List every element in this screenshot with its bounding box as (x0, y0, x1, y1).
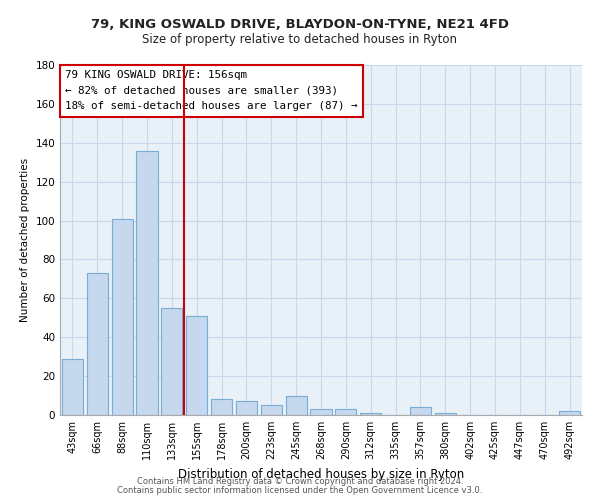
Bar (286, 396, 307, 415)
Bar (112, 218, 133, 415)
Bar (435, 413, 456, 415)
Bar (335, 409, 356, 415)
Bar (310, 409, 332, 415)
Bar (261, 406, 282, 415)
Text: 79 KING OSWALD DRIVE: 156sqm
← 82% of detached houses are smaller (393)
18% of s: 79 KING OSWALD DRIVE: 156sqm ← 82% of de… (65, 70, 358, 112)
Bar (62, 358, 83, 415)
Bar (186, 316, 207, 415)
Bar (360, 413, 381, 415)
Y-axis label: Number of detached properties: Number of detached properties (20, 158, 30, 322)
Bar (87, 273, 108, 415)
Text: Contains HM Land Registry data © Crown copyright and database right 2024.: Contains HM Land Registry data © Crown c… (137, 477, 463, 486)
Bar (410, 407, 431, 415)
Text: Contains public sector information licensed under the Open Government Licence v3: Contains public sector information licen… (118, 486, 482, 495)
Text: Size of property relative to detached houses in Ryton: Size of property relative to detached ho… (143, 32, 458, 46)
Bar (236, 402, 257, 415)
Bar (211, 400, 232, 415)
Bar (136, 150, 158, 415)
X-axis label: Distribution of detached houses by size in Ryton: Distribution of detached houses by size … (178, 468, 464, 480)
Bar (559, 411, 580, 415)
Text: 79, KING OSWALD DRIVE, BLAYDON-ON-TYNE, NE21 4FD: 79, KING OSWALD DRIVE, BLAYDON-ON-TYNE, … (91, 18, 509, 30)
Bar (161, 308, 182, 415)
